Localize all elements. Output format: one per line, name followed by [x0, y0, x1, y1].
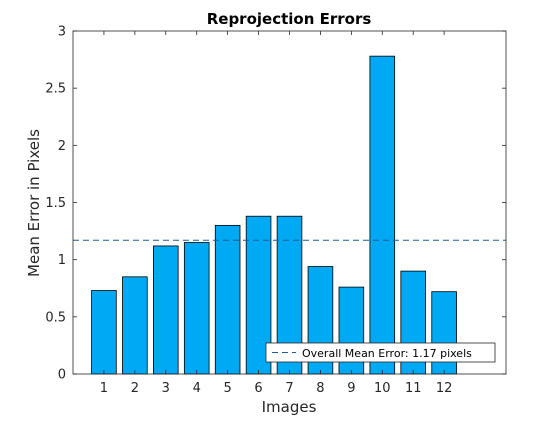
y-tick-label: 2: [58, 139, 66, 154]
y-tick-label: 0.5: [45, 310, 66, 325]
x-tick-label: 6: [254, 381, 262, 396]
bar-image-5: [214, 224, 241, 375]
x-tick-label: 5: [224, 381, 232, 396]
y-tick-label: 3: [58, 25, 66, 40]
x-axis-title: Images: [262, 398, 317, 416]
x-tick-label: 2: [131, 381, 139, 396]
y-tick-label: 2.5: [45, 82, 66, 97]
x-tick-label: 4: [193, 381, 201, 396]
y-tick-label: 0: [58, 368, 66, 383]
x-tick-label: 11: [405, 381, 422, 396]
bar-image-2: [122, 276, 148, 375]
y-tick-label: 1.5: [45, 196, 66, 211]
y-axis-title: Mean Error in Pixels: [25, 129, 43, 277]
chart-title: Reprojection Errors: [207, 10, 372, 28]
x-tick-label: 12: [436, 381, 453, 396]
x-tick-label: 8: [316, 381, 324, 396]
legend-label: Overall Mean Error: 1.17 pixels: [302, 347, 472, 360]
bar-image-3: [153, 245, 179, 375]
legend-box: [265, 342, 496, 363]
x-tick-label: 1: [100, 381, 108, 396]
bar-image-1: [91, 290, 117, 375]
y-tick-label: 1: [58, 253, 66, 268]
x-tick-label: 7: [285, 381, 293, 396]
x-tick-label: 3: [162, 381, 170, 396]
bar-image-4: [183, 242, 210, 375]
x-tick-label: 9: [347, 381, 355, 396]
bar-image-10: [369, 55, 396, 375]
x-tick-label: 10: [374, 381, 391, 396]
